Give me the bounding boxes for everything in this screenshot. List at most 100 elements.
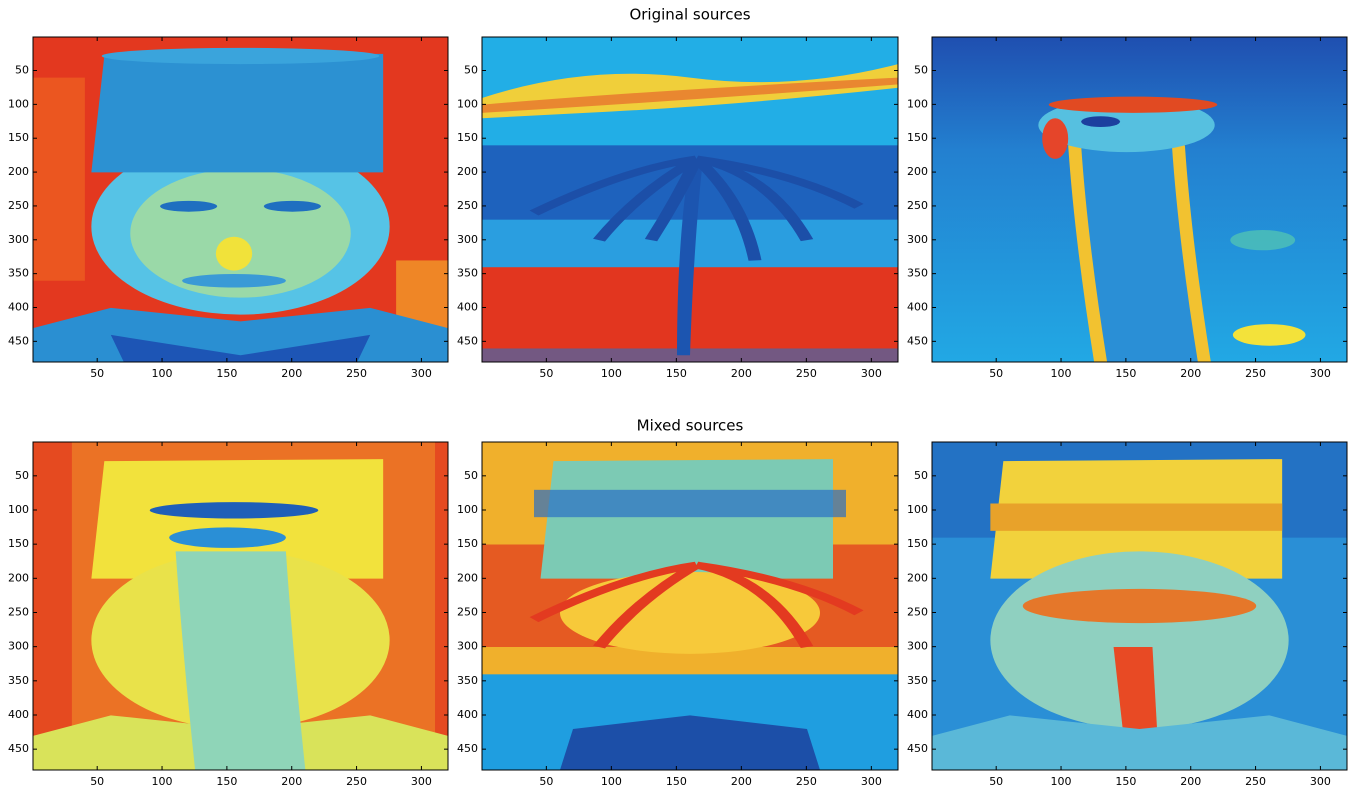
x-tick-label: 100: [152, 367, 173, 380]
y-tick-label: 100: [8, 97, 29, 110]
x-tick-label: 150: [216, 367, 237, 380]
y-tick-label: 400: [8, 708, 29, 721]
x-tick-label: 150: [1115, 775, 1136, 788]
x-tick-label: 200: [281, 367, 302, 380]
y-tick-label: 100: [907, 97, 928, 110]
y-tick-label: 300: [907, 233, 928, 246]
x-tick-label: 150: [1115, 367, 1136, 380]
y-tick-label: 350: [8, 674, 29, 687]
y-tick-label: 200: [8, 571, 29, 584]
y-tick-label: 400: [457, 300, 478, 313]
y-tick-label: 300: [457, 233, 478, 246]
x-tick-label: 250: [346, 367, 367, 380]
image-panel: [33, 442, 448, 770]
y-tick-label: 400: [457, 708, 478, 721]
y-tick-label: 350: [457, 674, 478, 687]
x-tick-label: 250: [1245, 775, 1266, 788]
y-tick-label: 150: [8, 131, 29, 144]
image-panel: [482, 442, 898, 770]
y-tick-label: 50: [464, 469, 478, 482]
x-tick-label: 50: [989, 775, 1003, 788]
y-tick-label: 250: [8, 605, 29, 618]
x-tick-label: 250: [1245, 367, 1266, 380]
y-tick-label: 250: [907, 605, 928, 618]
image-panel: [33, 37, 448, 362]
y-tick-label: 300: [8, 233, 29, 246]
y-tick-label: 450: [907, 334, 928, 347]
x-tick-label: 50: [539, 367, 553, 380]
y-tick-label: 100: [457, 97, 478, 110]
x-tick-label: 50: [539, 775, 553, 788]
y-tick-label: 50: [464, 64, 478, 77]
y-tick-label: 200: [907, 165, 928, 178]
x-tick-label: 150: [666, 775, 687, 788]
y-tick-label: 150: [907, 537, 928, 550]
y-tick-label: 350: [457, 267, 478, 280]
y-tick-label: 100: [907, 503, 928, 516]
y-tick-label: 50: [914, 469, 928, 482]
y-tick-label: 400: [8, 300, 29, 313]
x-tick-label: 300: [411, 367, 432, 380]
y-tick-label: 250: [457, 605, 478, 618]
x-tick-label: 250: [796, 367, 817, 380]
x-tick-label: 100: [601, 367, 622, 380]
section-title: Original sources: [629, 6, 750, 24]
x-tick-label: 100: [1051, 775, 1072, 788]
y-tick-label: 50: [15, 469, 29, 482]
section-title: Mixed sources: [637, 417, 744, 435]
x-tick-label: 200: [731, 367, 752, 380]
y-tick-label: 400: [907, 708, 928, 721]
x-tick-label: 300: [1310, 367, 1331, 380]
y-tick-label: 350: [8, 267, 29, 280]
y-tick-label: 200: [8, 165, 29, 178]
y-tick-label: 150: [907, 131, 928, 144]
y-tick-label: 300: [457, 640, 478, 653]
y-tick-label: 300: [907, 640, 928, 653]
axes-frame: [481, 36, 899, 363]
y-tick-label: 250: [907, 199, 928, 212]
y-tick-label: 450: [8, 742, 29, 755]
x-tick-label: 50: [989, 367, 1003, 380]
image-panel: [932, 37, 1347, 362]
y-tick-label: 200: [457, 571, 478, 584]
x-tick-label: 200: [281, 775, 302, 788]
y-tick-label: 450: [907, 742, 928, 755]
y-tick-label: 50: [914, 64, 928, 77]
image-panel: [932, 442, 1347, 770]
y-tick-label: 150: [8, 537, 29, 550]
x-tick-label: 50: [90, 367, 104, 380]
x-tick-label: 300: [411, 775, 432, 788]
x-tick-label: 100: [152, 775, 173, 788]
x-tick-label: 200: [731, 775, 752, 788]
axes-frame: [931, 441, 1348, 771]
y-tick-label: 150: [457, 537, 478, 550]
y-tick-label: 300: [8, 640, 29, 653]
y-tick-label: 450: [457, 334, 478, 347]
image-panel: [482, 37, 898, 362]
axes-frame: [481, 441, 899, 771]
y-tick-label: 50: [15, 64, 29, 77]
x-tick-label: 250: [346, 775, 367, 788]
x-tick-label: 100: [601, 775, 622, 788]
axes-frame: [32, 36, 449, 363]
y-tick-label: 150: [457, 131, 478, 144]
y-tick-label: 250: [457, 199, 478, 212]
x-tick-label: 100: [1051, 367, 1072, 380]
x-tick-label: 300: [861, 367, 882, 380]
y-tick-label: 100: [457, 503, 478, 516]
y-tick-label: 450: [8, 334, 29, 347]
axes-frame: [32, 441, 449, 771]
x-tick-label: 200: [1180, 775, 1201, 788]
y-tick-label: 400: [907, 300, 928, 313]
y-tick-label: 450: [457, 742, 478, 755]
y-tick-label: 350: [907, 674, 928, 687]
x-tick-label: 250: [796, 775, 817, 788]
y-tick-label: 200: [457, 165, 478, 178]
x-tick-label: 50: [90, 775, 104, 788]
y-tick-label: 200: [907, 571, 928, 584]
x-tick-label: 150: [216, 775, 237, 788]
y-tick-label: 100: [8, 503, 29, 516]
y-tick-label: 350: [907, 267, 928, 280]
y-tick-label: 250: [8, 199, 29, 212]
